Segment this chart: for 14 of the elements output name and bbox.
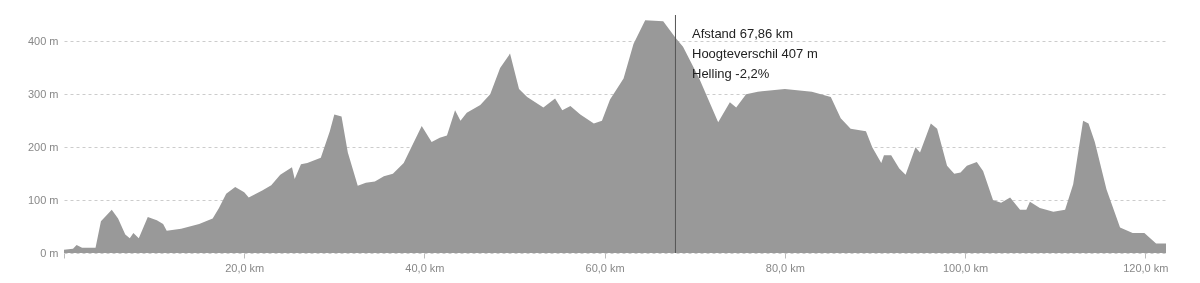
y-tick-label: 0 m	[40, 246, 59, 259]
annotation: Hoogteverschil 407 m	[692, 46, 818, 61]
x-tick-label: 120,0 km	[1123, 261, 1169, 274]
x-tick-label: 80,0 km	[765, 261, 805, 274]
y-tick-label: 200 m	[27, 140, 59, 153]
x-tick-label: 40,0 km	[405, 261, 445, 274]
x-tick-label: 20,0 km	[225, 261, 265, 274]
y-tick-label: 400 m	[27, 34, 59, 47]
x-tick-label: 60,0 km	[585, 261, 625, 274]
annotation: Helling -2,2%	[692, 66, 770, 81]
x-tick-label: 100,0 km	[942, 261, 989, 274]
y-tick-label: 300 m	[27, 87, 59, 100]
y-tick-label: 100 m	[27, 193, 59, 206]
annotation: Afstand 67,86 km	[692, 26, 794, 41]
